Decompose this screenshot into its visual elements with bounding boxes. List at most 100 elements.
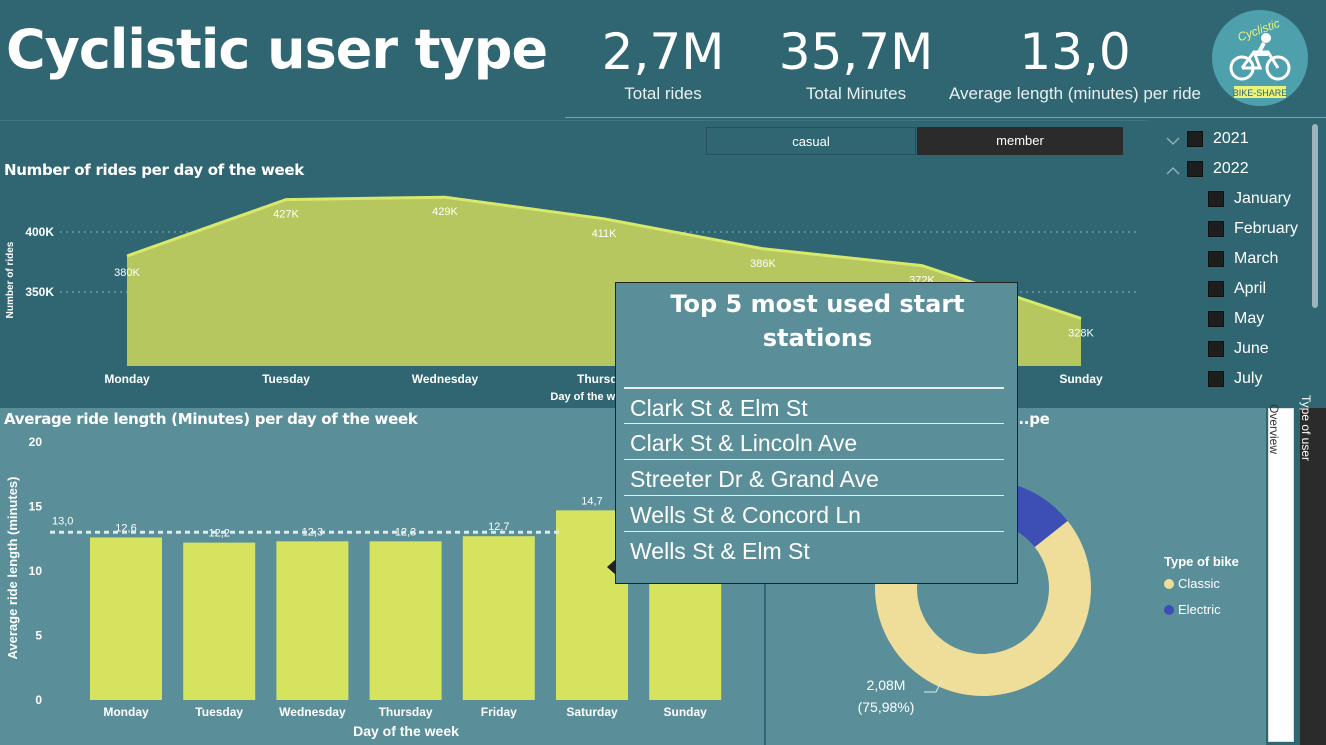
checkbox[interactable] (1187, 131, 1203, 147)
bar[interactable] (276, 541, 349, 700)
x-tick-label: Tuesday (195, 705, 243, 719)
x-tick-label: Wednesday (412, 372, 479, 386)
y-tick-label: 400K (25, 225, 54, 239)
station-row: Streeter Dr & Grand Ave (624, 459, 1004, 495)
bike-type-chart-title: ...pe (1013, 410, 1050, 428)
data-label: 386K (750, 258, 776, 270)
cyclistic-logo: Cyclistic BIKE-SHARE (1212, 10, 1308, 106)
month-item-january[interactable]: January (1208, 190, 1291, 208)
y-axis-label: Average ride length (minutes) (5, 477, 20, 660)
y-tick-label: 350K (25, 285, 54, 299)
tooltip-pointer (607, 559, 616, 575)
y-tick-label: 20 (29, 435, 43, 449)
x-axis-label: Day of the week (353, 723, 459, 739)
y-tick-label: 0 (35, 693, 42, 707)
month-label: January (1234, 190, 1291, 207)
tab-label: Overview (1267, 403, 1281, 455)
month-item-march[interactable]: March (1208, 250, 1278, 268)
station-row: Wells St & Elm St (624, 531, 1004, 567)
checkbox[interactable] (1208, 341, 1224, 357)
checkbox[interactable] (1208, 191, 1224, 207)
y-tick-label: 5 (35, 629, 42, 643)
kpi-average-length: 13,0 Average length (minutes) per ride (945, 22, 1205, 104)
month-item-may[interactable]: May (1208, 310, 1264, 328)
bar[interactable] (183, 542, 256, 700)
legend-label: Electric (1178, 602, 1221, 617)
checkbox[interactable] (1208, 311, 1224, 327)
x-tick-label: Friday (481, 705, 517, 719)
month-label: June (1234, 340, 1269, 357)
legend-label: Classic (1178, 576, 1220, 591)
kpi-total-rides: 2,7M Total rides (598, 22, 728, 104)
checkbox[interactable] (1208, 251, 1224, 267)
station-row: Wells St & Concord Ln (624, 495, 1004, 531)
header-divider (565, 117, 1326, 118)
kpi-value: 35,7M (778, 23, 934, 81)
checkbox[interactable] (1208, 221, 1224, 237)
year-item-2022[interactable]: 2022 (1187, 160, 1249, 178)
month-label: May (1234, 310, 1265, 327)
x-tick-label: Saturday (566, 705, 618, 719)
data-label: 427K (273, 209, 299, 221)
series-line (126, 195, 1082, 320)
header-bar: Cyclistic user type 2,7M Total rides 35,… (0, 0, 1326, 118)
tooltip-title: Top 5 most used start stations (670, 290, 965, 352)
tab-type-of-user[interactable]: Type of user (1299, 395, 1326, 745)
ride-length-chart-title: Average ride length (Minutes) per day of… (4, 410, 418, 428)
checkbox[interactable] (1208, 281, 1224, 297)
month-item-july[interactable]: July (1208, 370, 1262, 388)
bar[interactable] (369, 541, 442, 700)
chevron-up-icon[interactable] (1166, 166, 1180, 176)
tab-label: Type of user (1299, 394, 1313, 462)
chevron-down-icon[interactable] (1166, 136, 1180, 146)
average-label: 13,0 (52, 515, 73, 527)
user-type-casual-button[interactable]: casual (706, 127, 916, 155)
slice-percent-label: (75,98%) (858, 699, 915, 715)
logo-bottom-text: BIKE-SHARE (1233, 88, 1288, 98)
station-row: Clark St & Elm St (624, 387, 1004, 423)
checkbox[interactable] (1208, 371, 1224, 387)
x-tick-label: Tuesday (262, 372, 310, 386)
legend-item-classic[interactable]: Classic (1164, 576, 1220, 591)
month-label: April (1234, 280, 1267, 297)
y-tick-label: 15 (29, 500, 43, 514)
electric-dot-icon (1164, 604, 1174, 615)
month-label: July (1234, 370, 1263, 387)
classic-dot-icon (1164, 578, 1174, 589)
kpi-label: Total rides (624, 84, 702, 103)
kpi-value: 13,0 (1019, 23, 1131, 81)
x-axis-label: Day of the week (550, 391, 634, 403)
month-item-february[interactable]: February (1208, 220, 1298, 238)
month-label: February (1234, 220, 1299, 237)
data-label: 429K (432, 206, 458, 218)
data-label: 12,7 (488, 521, 509, 533)
checkbox[interactable] (1187, 161, 1203, 177)
legend-title: Type of bike (1164, 554, 1239, 569)
data-label: 328K (1068, 327, 1094, 339)
x-tick-label: Wednesday (279, 705, 346, 719)
y-tick-label: 10 (29, 564, 43, 578)
top-stations-tooltip: Top 5 most used start stations Clark St … (615, 282, 1018, 584)
kpi-total-minutes: 35,7M Total Minutes (776, 22, 936, 104)
data-label: 14,7 (581, 495, 602, 507)
date-slicer-scrollbar[interactable] (1312, 124, 1318, 308)
month-label: March (1234, 250, 1279, 267)
user-type-member-button[interactable]: member (917, 127, 1123, 155)
bar[interactable] (462, 536, 535, 700)
data-label: 12,2 (208, 528, 229, 540)
x-tick-label: Sunday (1059, 372, 1103, 386)
kpi-label: Total Minutes (805, 84, 907, 103)
legend-item-electric[interactable]: Electric (1164, 602, 1221, 617)
leader-line (924, 679, 943, 693)
month-item-april[interactable]: April (1208, 280, 1266, 298)
slice-value-label: 2,08M (867, 677, 906, 693)
logo-top-text: Cyclistic (1236, 16, 1282, 44)
tab-overview[interactable]: Overview (1267, 404, 1294, 742)
page-title: Cyclistic user type (6, 18, 548, 81)
bar[interactable] (90, 537, 162, 700)
x-tick-label: Sunday (664, 705, 708, 719)
month-item-june[interactable]: June (1208, 340, 1269, 358)
bicycle-icon: Cyclistic BIKE-SHARE (1229, 16, 1291, 98)
year-item-2021[interactable]: 2021 (1187, 130, 1249, 148)
x-tick-label: Monday (104, 372, 150, 386)
